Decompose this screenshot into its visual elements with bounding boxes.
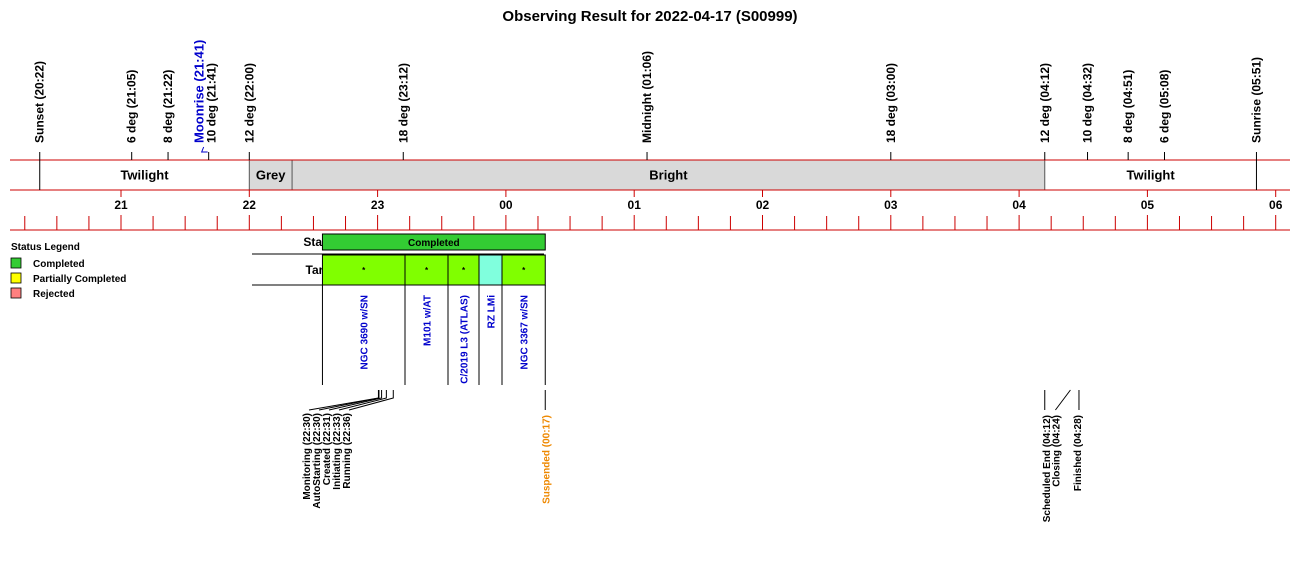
sky-bands: Twilight Grey Bright Twilight (10, 159, 1290, 191)
lower-event-connector (1055, 389, 1071, 411)
hour-tick-label: 05 (1141, 198, 1155, 212)
hour-tick-label: 04 (1012, 198, 1026, 212)
target-name: C/2019 L3 (ATLAS) (460, 295, 471, 384)
event-label: 12 deg (22:00) (242, 63, 256, 143)
event-label: Sunrise (05:51) (1249, 57, 1263, 143)
target-mark: * (462, 266, 466, 275)
legend-swatch (10, 272, 22, 284)
lower-event-label: Monitoring (22:30) (302, 413, 313, 500)
event-label: Midnight (01:06) (640, 51, 654, 143)
event-label: 12 deg (04:12) (1038, 63, 1052, 143)
legend-item-label: Completed (33, 259, 85, 270)
event-label: 8 deg (21:22) (161, 70, 175, 143)
event-label: 8 deg (04:51) (1121, 70, 1135, 143)
sky-band-label: Bright (649, 168, 688, 183)
lower-event-connector (318, 390, 380, 411)
target-block (478, 254, 503, 286)
sky-band (292, 160, 1045, 190)
lower-event-label: Finished (04:28) (1073, 415, 1084, 491)
sky-band (39, 160, 250, 190)
event-label: 6 deg (21:05) (125, 70, 139, 143)
target-name: M101 w/AT (423, 295, 434, 346)
target-mark: * (362, 266, 366, 275)
target-block (447, 254, 480, 286)
time-axis: 21 22 23 00 01 02 03 04 05 06 (10, 190, 1290, 231)
sky-band-label: Twilight (120, 168, 169, 183)
hour-tick-label: 06 (1269, 198, 1283, 212)
lower-event-label: Scheduled End (04:12) (1042, 415, 1053, 522)
lower-event-label: AutoStarting (22:30) (312, 413, 323, 509)
sky-band (249, 160, 293, 190)
event-label: 10 deg (21:41) (205, 63, 219, 143)
lower-event-connector (328, 390, 383, 411)
lower-event-label: Initiating (22:33) (332, 413, 343, 490)
hour-tick-label: 03 (884, 198, 898, 212)
target-mark: * (522, 266, 526, 275)
legend-swatch (10, 257, 22, 269)
sky-band (1044, 160, 1257, 190)
hour-tick-label: 23 (371, 198, 385, 212)
target-name: RZ LMi (487, 295, 498, 329)
target-block (404, 254, 449, 286)
lower-event-connector (338, 390, 387, 411)
targets-row: Targets*NGC 3690 w/SN*M101 w/AT*C/2019 L… (252, 254, 546, 385)
event-label: 18 deg (23:12) (396, 63, 410, 143)
target-mark: * (425, 266, 429, 275)
lower-event-connector (348, 390, 394, 411)
event-label: 18 deg (03:00) (884, 63, 898, 143)
target-name: NGC 3690 w/SN (360, 295, 371, 369)
lower-events: Monitoring (22:30) AutoStarting (22:30) Cr… (302, 389, 1084, 522)
hour-tick-label: 00 (499, 198, 513, 212)
status-row: Status Completed (252, 233, 546, 255)
event-label: 10 deg (04:32) (1081, 63, 1095, 143)
legend-item-label: Rejected (33, 289, 75, 300)
upper-events: Sunset (20:22) 6 deg (21:05) 8 deg (21:22)… (33, 40, 1263, 190)
legend-swatch (10, 287, 22, 299)
hour-tick-label: 21 (114, 198, 128, 212)
event-label: Sunset (20:22) (33, 61, 47, 143)
hour-tick-label: 01 (628, 198, 642, 212)
status-legend: Status Legend Completed Partially Complete… (10, 242, 126, 300)
lower-event-label: Suspended (00:17) (541, 415, 552, 504)
status-bar (321, 233, 546, 251)
status-bar-label: Completed (408, 238, 460, 249)
lower-event-label: Closing (04:24) (1051, 415, 1062, 487)
hour-tick-label: 22 (243, 198, 257, 212)
target-block (501, 254, 546, 286)
lower-event-label: Created (22:31) (322, 413, 333, 485)
event-label: 6 deg (05:08) (1158, 70, 1172, 143)
legend-title: Status Legend (11, 242, 80, 253)
lower-event-label: Running (22:36) (342, 413, 353, 489)
sky-band-label: Grey (256, 168, 286, 183)
moonrise-connector (200, 146, 208, 153)
chart-title: Observing Result for 2022-04-17 (S00999) (502, 8, 797, 25)
sky-band-label: Twilight (1127, 168, 1176, 183)
legend-item-label: Partially Completed (33, 274, 126, 285)
hour-tick-label: 02 (756, 198, 770, 212)
event-label: Moonrise (21:41) (192, 40, 207, 143)
target-name: NGC 3367 w/SN (520, 295, 531, 369)
